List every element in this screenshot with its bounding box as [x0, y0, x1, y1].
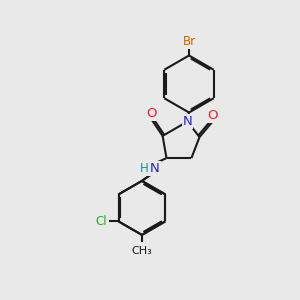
Text: O: O — [146, 107, 157, 120]
Text: N: N — [150, 162, 160, 176]
Text: CH₃: CH₃ — [131, 246, 152, 256]
Text: N: N — [183, 115, 192, 128]
Text: Cl: Cl — [96, 215, 107, 228]
Text: O: O — [208, 109, 218, 122]
Text: H: H — [140, 162, 149, 176]
Text: Br: Br — [182, 35, 196, 48]
